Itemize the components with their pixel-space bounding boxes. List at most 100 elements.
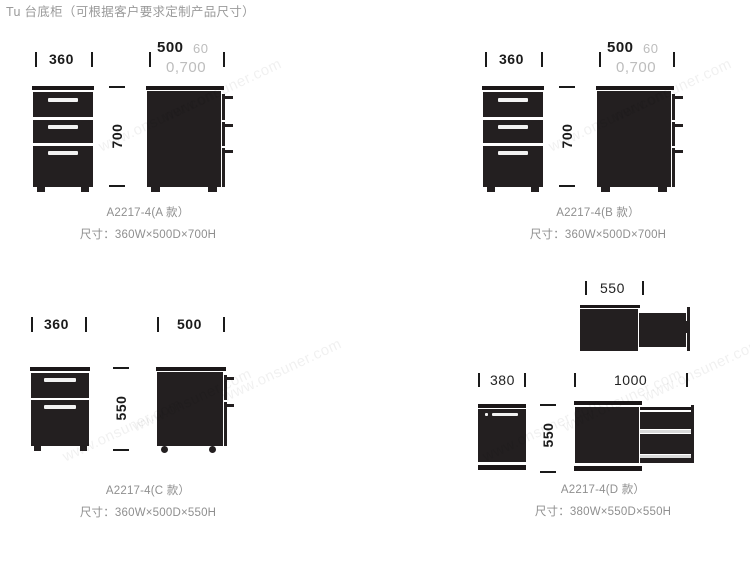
tick-b-side-left xyxy=(599,52,601,67)
tick-b-front-left xyxy=(485,52,487,67)
drawer-front-1 xyxy=(31,373,89,398)
tick-a-side-right xyxy=(223,52,225,67)
cabinet-top-edge xyxy=(32,86,94,90)
caption-d-size: 尺寸：380W×550D×550H xyxy=(534,506,672,518)
dim-b-side-width: 500 xyxy=(607,39,634,56)
cabinet-a-front-view xyxy=(32,86,94,196)
cabinet-side-top-edge xyxy=(596,86,674,90)
drawer-handle-1 xyxy=(498,98,528,102)
tick-d-height-top xyxy=(540,404,556,406)
cabinet-d-front-view xyxy=(478,404,540,478)
cabinet-top-edge xyxy=(482,86,544,90)
ghost-a-bottom: 0,700 xyxy=(166,59,207,76)
dim-d-combo-width: 1000 xyxy=(614,372,648,388)
tick-a-height-top xyxy=(109,86,125,88)
door-handle xyxy=(492,413,518,416)
drawer-handle-1 xyxy=(48,98,78,102)
drawer-front-1 xyxy=(483,92,543,117)
combo-plinth-gap xyxy=(574,463,642,466)
tick-d-combo-right xyxy=(686,373,688,387)
plinth-gap xyxy=(478,462,526,465)
tick-d-front-right xyxy=(524,373,526,387)
tick-d-top-left xyxy=(585,281,587,295)
dim-c-side-width: 500 xyxy=(177,316,202,332)
cabinet-side-body xyxy=(597,91,671,187)
side-drawer-tab-2 xyxy=(227,404,234,407)
cabinet-top-edge xyxy=(478,404,526,408)
caster-side-right xyxy=(209,446,216,453)
combo-shelf-base xyxy=(640,458,692,463)
ghost-b-bottom: 0,700 xyxy=(616,59,657,76)
combo-top-edge xyxy=(574,401,642,405)
cabinet-c-front-view xyxy=(30,367,92,459)
caster-side-left xyxy=(601,187,610,192)
tick-d-combo-left xyxy=(574,373,576,387)
tick-d-height-bottom xyxy=(540,471,556,473)
drawer-handle-2 xyxy=(44,405,76,409)
tick-d-front-left xyxy=(478,373,480,387)
tick-c-front-right xyxy=(85,317,87,332)
caption-d-code: A2217-4(D 款） xyxy=(560,484,646,496)
caster-side-left xyxy=(161,446,168,453)
drawer-handle-3 xyxy=(48,151,78,155)
dim-b-front-width: 360 xyxy=(499,51,524,67)
caster-side-left xyxy=(151,187,160,192)
caster-left xyxy=(34,446,41,451)
caption-a-size: 尺寸：360W×500D×700H xyxy=(79,229,217,241)
side-drawer-edge-2 xyxy=(222,122,225,146)
dim-d-height: 550 xyxy=(540,422,556,448)
dim-a-side-width: 500 xyxy=(157,39,184,56)
tick-c-height-bottom xyxy=(113,449,129,451)
combo-shelf-lower xyxy=(640,434,692,454)
side-drawer-edge-1 xyxy=(222,94,225,120)
caster-side-right xyxy=(658,187,667,192)
tick-c-side-right xyxy=(223,317,225,332)
combo-shelf-top xyxy=(640,407,692,410)
page-title: Tu 台底柜（可根据客户要求定制产品尺寸） xyxy=(6,5,255,19)
ghost-b-top: 60 xyxy=(643,41,659,56)
tick-b-side-right xyxy=(673,52,675,67)
caption-c-size: 尺寸：360W×500D×550H xyxy=(79,507,217,519)
dim-d-top-depth: 550 xyxy=(600,280,625,296)
drawer-front-1 xyxy=(33,92,93,117)
drawer-handle-3 xyxy=(498,151,528,155)
top-view-right-tab xyxy=(685,321,689,333)
side-drawer-edge-1 xyxy=(224,375,227,400)
product-panel-d: 550 380 1000 550 xyxy=(462,275,744,525)
door-handle-dot xyxy=(485,413,488,416)
tick-c-height-top xyxy=(113,367,129,369)
tick-b-height-top xyxy=(559,86,575,88)
side-drawer-edge-3 xyxy=(672,148,675,187)
caption-c-code: A2217-4(C 款） xyxy=(105,485,191,497)
tick-c-front-left xyxy=(31,317,33,332)
side-drawer-edge-2 xyxy=(224,402,227,446)
cabinet-side-top-edge xyxy=(156,367,226,371)
cabinet-a-side-view xyxy=(146,86,236,196)
side-drawer-tab-3 xyxy=(675,150,683,153)
drawer-front-2 xyxy=(33,120,93,143)
cabinet-b-front-view xyxy=(482,86,544,196)
side-drawer-tab-2 xyxy=(225,124,233,127)
side-drawer-tab-1 xyxy=(225,96,233,99)
caster-side-right xyxy=(208,187,217,192)
tick-b-front-right xyxy=(541,52,543,67)
combo-plinth-base xyxy=(574,466,642,471)
caption-b-code: A2217-4(B 款） xyxy=(556,207,640,219)
ghost-a-top: 60 xyxy=(193,41,209,56)
drawer-handle-2 xyxy=(498,125,528,129)
dim-d-front-width: 380 xyxy=(490,372,515,388)
cabinet-top-edge xyxy=(30,367,90,371)
dim-c-front-width: 360 xyxy=(44,316,69,332)
caption-a-code: A2217-4(A 款） xyxy=(106,207,190,219)
drawer-handle-1 xyxy=(44,378,76,382)
drawer-front-2 xyxy=(483,120,543,143)
side-drawer-tab-3 xyxy=(225,150,233,153)
cabinet-d-combo-view xyxy=(574,401,694,481)
side-drawer-edge-3 xyxy=(222,148,225,187)
combo-shelf-divider xyxy=(640,430,692,433)
plinth-base xyxy=(478,465,526,470)
top-view-cabinet-section xyxy=(580,309,638,351)
caption-b-size: 尺寸：360W×500D×700H xyxy=(529,229,667,241)
dim-c-height: 550 xyxy=(113,395,129,421)
